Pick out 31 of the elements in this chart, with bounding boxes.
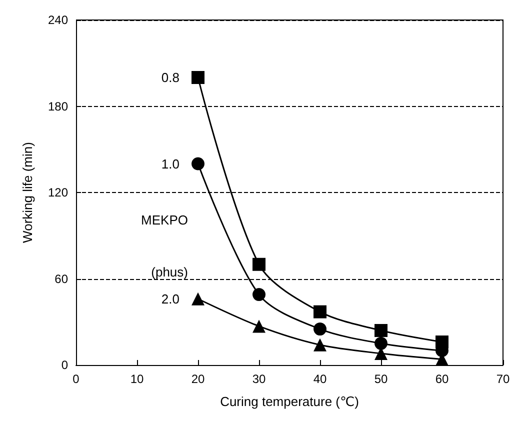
- x-tick-label: 0: [72, 372, 80, 386]
- annotation: MEKPO: [141, 212, 188, 228]
- y-tick-label: 180: [48, 99, 68, 114]
- point: [192, 157, 204, 170]
- x-tick-label: 60: [435, 372, 449, 386]
- series-label: 0.8: [161, 70, 180, 85]
- y-tick-label: 60: [54, 272, 68, 286]
- x-tick-label: 70: [496, 372, 510, 386]
- x-tick-label: 40: [313, 372, 327, 386]
- point: [314, 322, 326, 336]
- point: [192, 292, 204, 306]
- point: [252, 320, 266, 333]
- x-tick-label: 50: [374, 372, 388, 386]
- series-label: 1.0: [161, 156, 180, 172]
- y-axis-title: Working life (min): [20, 142, 35, 243]
- y-tick-label: 240: [48, 13, 68, 27]
- annotation: (phus): [151, 264, 188, 280]
- x-axis-title: Curing temperature (℃): [220, 394, 359, 409]
- x-tick-label: 30: [252, 372, 266, 386]
- y-tick-label: 120: [48, 186, 68, 200]
- point: [314, 338, 326, 352]
- series-label: 2.0: [161, 291, 180, 306]
- point: [252, 288, 266, 302]
- point: [374, 336, 388, 350]
- point: [314, 305, 326, 318]
- point: [192, 71, 204, 84]
- x-tick-label: 20: [191, 372, 205, 386]
- y-tick-label: 0: [61, 358, 68, 372]
- point: [252, 258, 266, 271]
- x-tick-label: 10: [130, 372, 144, 386]
- point: [374, 324, 388, 337]
